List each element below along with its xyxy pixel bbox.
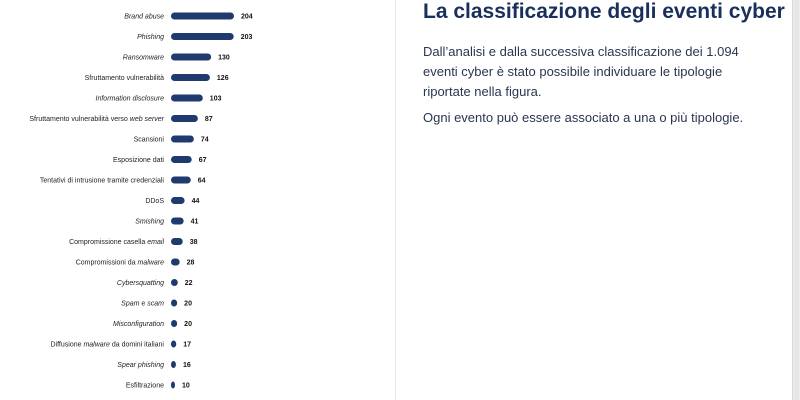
bar: [171, 197, 185, 204]
panel-divider: [395, 0, 396, 400]
bar: [171, 12, 234, 20]
category-label: Phishing: [137, 34, 164, 41]
value-label: 10: [182, 383, 190, 390]
category-label: Tentativi di intrusione tramite credenzi…: [40, 178, 165, 185]
bar: [171, 279, 178, 286]
category-label: Spear phishing: [117, 362, 164, 369]
bar: [171, 176, 191, 184]
bar: [171, 33, 234, 40]
value-label: 22: [185, 280, 193, 287]
bar: [171, 238, 183, 245]
category-label: Sfruttamento vulnerabilità verso web ser…: [29, 116, 164, 123]
bar: [171, 381, 175, 389]
value-label: 41: [191, 219, 199, 226]
value-label: 16: [183, 362, 191, 369]
category-label: Cybersquatting: [117, 280, 164, 287]
bar: [171, 340, 177, 348]
value-label: 20: [184, 301, 192, 308]
scrollbar-thumb[interactable]: [794, 0, 799, 400]
value-label: 20: [184, 321, 192, 328]
value-label: 130: [218, 55, 230, 62]
bar: [171, 135, 194, 143]
note-paragraph: Ogni evento può essere associato a una o…: [423, 110, 744, 125]
bar: [171, 320, 178, 327]
bar: [171, 115, 198, 122]
text-panel: La classificazione degli eventi cyber Da…: [396, 0, 792, 400]
category-label: Esposizione dati: [113, 157, 164, 164]
category-label: Esfiltrazione: [126, 383, 164, 390]
category-label: Compromissione casella email: [69, 239, 164, 246]
category-label: Compromissioni da malware: [76, 260, 164, 267]
value-label: 38: [190, 239, 198, 246]
bar: [171, 53, 212, 61]
value-label: 67: [199, 157, 207, 164]
value-label: 87: [205, 116, 213, 123]
bar: [171, 74, 210, 81]
category-label: Scansioni: [134, 137, 165, 144]
event-types-bar-chart: Brand abuse 204 Phishing 203 Ransomware 130 Sf…: [29, 12, 253, 390]
category-label: Sfruttamento vulnerabilità: [85, 75, 164, 82]
category-label: Brand abuse: [124, 14, 164, 21]
bar: [171, 94, 203, 102]
chart-panel: Brand abuse 204 Phishing 203 Ransomware 130 Sf…: [0, 0, 395, 400]
category-label: Diffusione malware da domini italiani: [51, 342, 165, 349]
intro-paragraph: Dall’analisi e dalla successiva classifi…: [423, 44, 739, 99]
bar: [171, 258, 180, 266]
value-label: 17: [183, 342, 191, 349]
category-label: Spam e scam: [121, 301, 164, 308]
category-label: Smishing: [135, 219, 164, 226]
bar: [171, 299, 178, 307]
value-label: 74: [201, 137, 209, 144]
value-label: 204: [241, 14, 253, 21]
value-label: 28: [187, 260, 195, 267]
value-label: 126: [217, 75, 229, 82]
value-label: 44: [192, 198, 200, 205]
value-label: 64: [198, 178, 206, 185]
category-label: Information disclosure: [96, 96, 165, 103]
bar: [171, 156, 192, 163]
value-label: 103: [210, 96, 222, 103]
category-label: Ransomware: [123, 55, 164, 62]
category-label: DDoS: [145, 198, 164, 205]
scrollbar[interactable]: [792, 0, 800, 400]
value-label: 203: [241, 34, 253, 41]
bar: [171, 361, 176, 368]
category-label: Misconfiguration: [113, 321, 164, 328]
bar: [171, 217, 184, 225]
section-title: La classificazione degli eventi cyber: [423, 0, 785, 23]
